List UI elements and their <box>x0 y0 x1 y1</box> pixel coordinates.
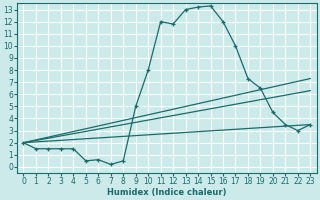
X-axis label: Humidex (Indice chaleur): Humidex (Indice chaleur) <box>107 188 227 197</box>
